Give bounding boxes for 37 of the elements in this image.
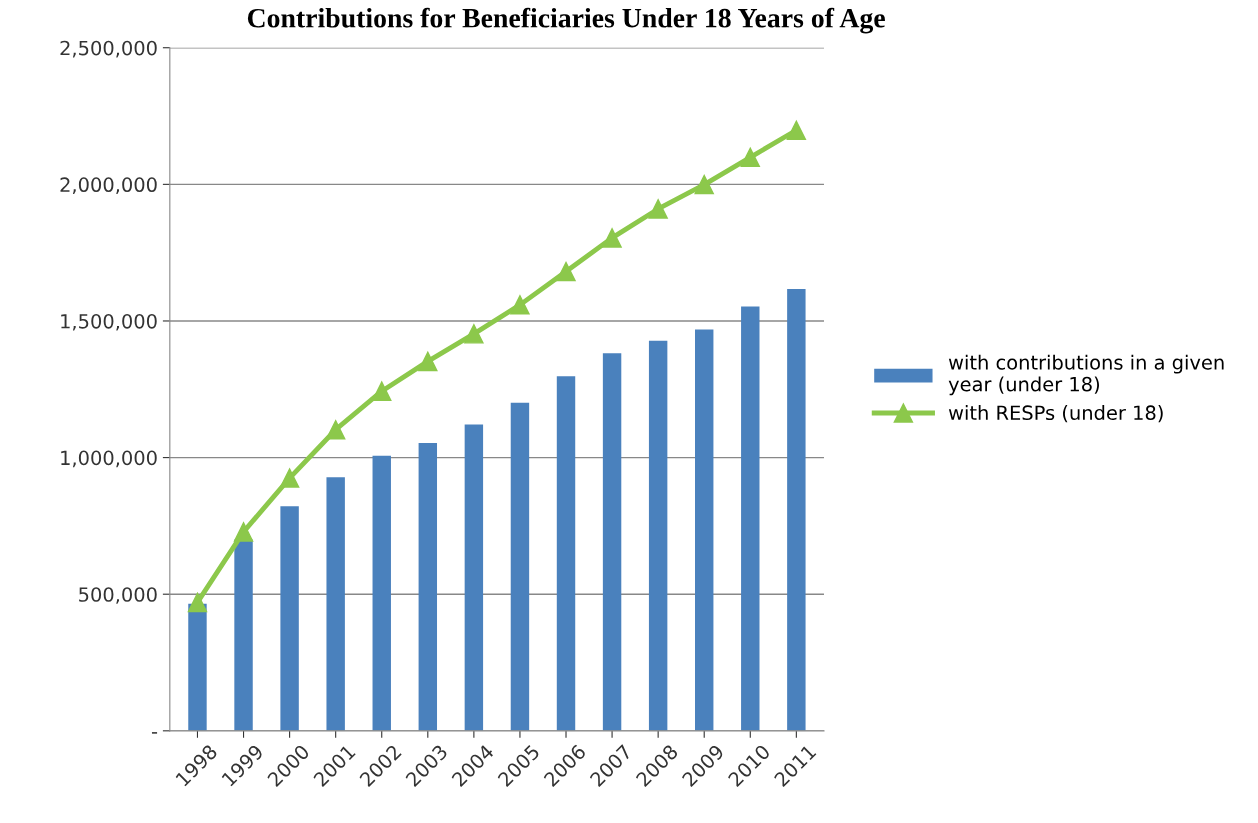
y-tick-label: 1,500,000 (61, 313, 157, 331)
point (786, 120, 807, 140)
y-tick-label: 2,000,000 (60, 177, 157, 194)
point (325, 419, 346, 440)
point (187, 592, 208, 613)
point (556, 261, 576, 282)
bar (741, 306, 760, 731)
bar (418, 443, 438, 731)
point (372, 381, 392, 401)
bar (464, 424, 484, 731)
y-tick-label: 500,000 (79, 587, 157, 604)
point (740, 147, 761, 168)
legend-label: with RESPs (under 18) (948, 405, 1163, 423)
chart-title: Contributions for Beneficiaries Under 18 Years of Age (247, 7, 885, 34)
point (279, 468, 300, 488)
point (464, 324, 484, 344)
point (233, 522, 254, 542)
bar (326, 477, 345, 731)
point (648, 199, 668, 219)
point (694, 174, 714, 195)
y-tick-label: 2,500,000 (60, 40, 157, 58)
bar (280, 506, 299, 731)
bar (602, 353, 622, 731)
bar (510, 402, 530, 731)
point (418, 351, 438, 372)
bar (372, 455, 391, 731)
bar (234, 539, 253, 731)
y-tick-label: - (151, 732, 158, 734)
bar (787, 289, 806, 731)
legend-label: with contributions in a given year (under 18) (948, 354, 1224, 396)
bar (648, 340, 668, 731)
bar (556, 376, 576, 731)
bar (695, 329, 714, 731)
bar (188, 603, 207, 731)
point (510, 295, 530, 315)
point (602, 228, 622, 248)
y-tick-label: 1,000,000 (61, 450, 157, 468)
